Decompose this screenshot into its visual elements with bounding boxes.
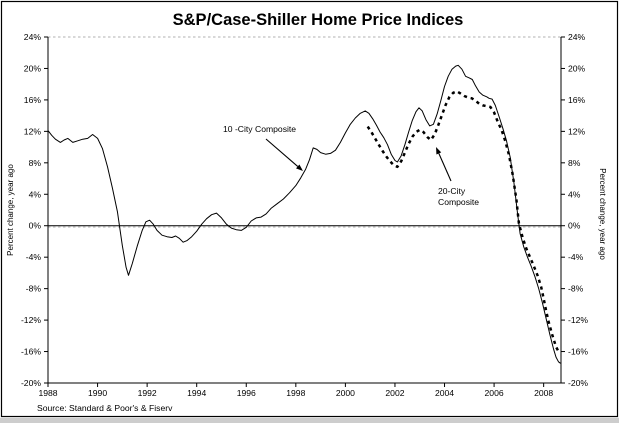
source-label: Source: Standard & Poor's & Fiserv	[37, 403, 173, 413]
chart-title: S&P/Case-Shiller Home Price Indices	[173, 11, 464, 29]
arrow-10-city-head	[296, 164, 303, 171]
y-tick-label-right: 8%	[568, 158, 581, 168]
plot-area: 24% 24% 20% 20% 16% 16% 12% 12% 8% 8% 4% 4% 0% 0% -4% -…	[21, 32, 588, 398]
y-tick-label-right: 12%	[568, 126, 586, 136]
y-tick-label-right: 0%	[568, 221, 581, 231]
y-tick-label-right: -12%	[568, 315, 588, 325]
annotation-20-city-label-line1: 20-City	[438, 186, 466, 196]
x-tick-label: 2000	[336, 388, 355, 398]
bottom-strip	[0, 417, 619, 423]
y-tick-label-left: 8%	[29, 158, 42, 168]
y-tick-label-right: -8%	[568, 284, 584, 294]
arrow-10-city-line	[265, 138, 299, 167]
x-tick-label: 2004	[435, 388, 454, 398]
y-axis-title-left: Percent change, year ago	[6, 164, 15, 256]
y-tick-label-left: 24%	[24, 32, 42, 42]
x-tick-label: 2006	[485, 388, 504, 398]
y-tick-label-right: 16%	[568, 95, 586, 105]
x-tick-label: 1990	[88, 388, 107, 398]
y-tick-label-right: 4%	[568, 189, 581, 199]
y-tick-label-left: -4%	[26, 252, 42, 262]
y-tick-label-left: 16%	[24, 95, 42, 105]
arrow-20-city-head	[436, 147, 442, 155]
annotation-10-city-label: 10 -City Composite	[223, 124, 296, 134]
y-tick-label-right: -20%	[568, 378, 588, 388]
y-tick-label-left: 12%	[24, 126, 42, 136]
y-tick-label-left: 0%	[29, 221, 42, 231]
series-line-10-city	[47, 64, 561, 364]
y-tick-label-left: -16%	[21, 347, 41, 357]
annotation-arrows	[265, 138, 452, 182]
y-tick-label-right: -16%	[568, 347, 588, 357]
x-tick-label: 1996	[237, 388, 256, 398]
y-tick-label-right: -4%	[568, 252, 584, 262]
x-tick-label: 1988	[38, 388, 57, 398]
x-tick-label: 2002	[385, 388, 404, 398]
arrow-20-city-line	[438, 153, 452, 182]
series-line-20-city	[366, 90, 560, 353]
y-tick-label-left: -8%	[26, 284, 42, 294]
x-tick-label: 1998	[286, 388, 305, 398]
y-tick-label-left: -12%	[21, 315, 41, 325]
y-tick-label-left: 20%	[24, 63, 42, 73]
y-tick-label-left: -20%	[21, 378, 41, 388]
y-tick-label-left: 4%	[29, 189, 42, 199]
x-tick-label: 1994	[187, 388, 206, 398]
y-tick-label-right: 20%	[568, 63, 586, 73]
annotation-20-city-label-line2: Composite	[438, 197, 479, 207]
x-tick-label: 2008	[534, 388, 553, 398]
x-tick-label: 1992	[138, 388, 157, 398]
y-axis-title-right: Percent change, year ago	[598, 168, 607, 260]
y-tick-label-right: 24%	[568, 32, 586, 42]
